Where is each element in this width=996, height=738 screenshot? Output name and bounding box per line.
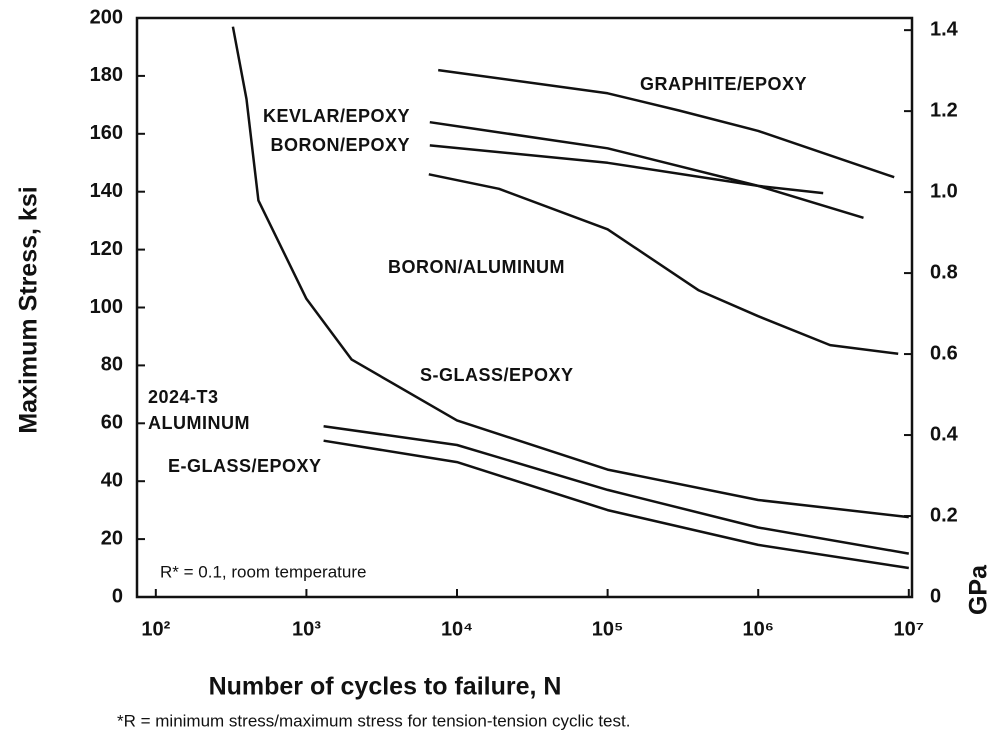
x-tick-label: 10⁴ (441, 618, 473, 640)
y-axis-label: Maximum Stress, ksi (15, 186, 43, 433)
y2-tick-label: 0.4 (930, 423, 959, 445)
y2-tick-label: 1.4 (930, 18, 959, 40)
y-tick-label: 180 (90, 64, 123, 86)
y2-tick-label: 1.2 (930, 99, 958, 121)
series-label-box: 2024-T3 ALUMINUM (148, 387, 250, 433)
series-line (438, 68, 895, 179)
y2-tick-label: 0.8 (930, 261, 958, 283)
y2-tick-label: 0 (930, 585, 941, 607)
y2-axis-label: GPa (965, 564, 993, 615)
plot-frame (135, 16, 914, 599)
x-axis-label: Number of cycles to failure, N (209, 673, 562, 701)
footnote: *R = minimum stress/maximum stress for t… (117, 711, 630, 730)
y2-tick-label: 0.6 (930, 342, 958, 364)
series-label: BORON/ALUMINUM (388, 257, 565, 277)
y-tick-label: 160 (90, 122, 123, 144)
series-label: GRAPHITE/EPOXY (640, 74, 807, 94)
series-label: BORON/EPOXY (270, 135, 410, 155)
y-tick-label: 60 (101, 412, 123, 434)
annotation: R* = 0.1, room temperature (160, 562, 366, 581)
y-tick-label: 200 (90, 6, 123, 28)
y-tick-label: 120 (90, 238, 123, 260)
series-line (429, 120, 864, 219)
y2-tick-label: 0.2 (930, 504, 958, 526)
y-tick-label: 100 (90, 296, 123, 318)
x-tick-label: 10⁶ (742, 618, 773, 640)
y-tick-label: 0 (112, 585, 123, 607)
series-line (429, 144, 824, 195)
series-line (323, 424, 910, 555)
series-line (231, 26, 909, 519)
x-tick-label: 10⁷ (894, 618, 925, 640)
y2-tick-label: 1.0 (930, 180, 958, 202)
series-label: KEVLAR/EPOXY (263, 106, 410, 126)
series-label: S-GLASS/EPOXY (420, 365, 574, 385)
series-label: E-GLASS/EPOXY (168, 456, 322, 476)
series-line (323, 439, 909, 570)
x-tick-label: 10⁵ (592, 618, 624, 640)
y-tick-label: 140 (90, 180, 123, 202)
x-tick-label: 10³ (292, 618, 321, 640)
y-tick-label: 40 (101, 469, 123, 491)
series-label: 2024-T3 ALUMINUM (148, 387, 250, 433)
x-tick-label: 10² (141, 618, 170, 640)
y-tick-label: 20 (101, 527, 123, 549)
y-tick-label: 80 (101, 354, 123, 376)
series-line (428, 173, 899, 356)
